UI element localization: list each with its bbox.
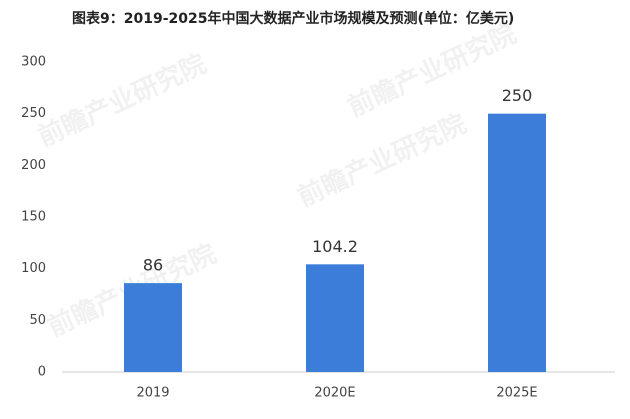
bar: [488, 113, 546, 373]
x-tick-label: 2019: [136, 386, 169, 401]
bar: [124, 283, 182, 372]
watermark: 前瞻产业研究院: [343, 18, 521, 123]
data-label: 104.2: [312, 237, 358, 256]
y-tick-label: 250: [21, 106, 46, 121]
y-tick-label: 50: [29, 313, 46, 328]
chart-title: 图表9：2019-2025年中国大数据产业市场规模及预测(单位：亿美元): [72, 10, 514, 27]
x-tick-label: 2020E: [314, 386, 355, 401]
y-tick-label: 150: [21, 210, 46, 225]
y-tick-label: 0: [38, 365, 46, 380]
data-label: 250: [502, 86, 533, 105]
y-tick-label: 300: [21, 55, 46, 70]
watermark: 前瞻产业研究院: [33, 48, 211, 153]
y-tick-label: 100: [21, 261, 46, 276]
x-tick-label: 2025E: [496, 386, 537, 401]
data-label: 86: [143, 256, 163, 275]
bar: [306, 264, 364, 372]
watermark: 前瞻产业研究院: [293, 108, 471, 213]
y-tick-label: 200: [21, 158, 46, 173]
